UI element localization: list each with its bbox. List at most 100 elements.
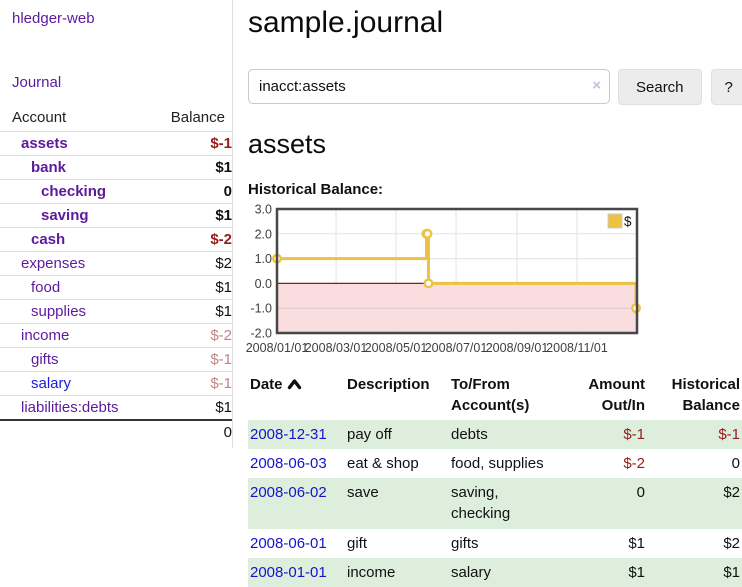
account-row: saving $1 bbox=[0, 203, 232, 228]
main-content: sample.journal × Search ? assets Histori… bbox=[233, 0, 742, 587]
account-link-supplies[interactable]: supplies bbox=[31, 303, 87, 320]
register-header-description: Description bbox=[347, 376, 430, 393]
accounts-header-balance: Balance bbox=[170, 109, 225, 126]
transaction-description: pay off bbox=[347, 425, 392, 443]
accounts-total-row: 0 bbox=[0, 419, 232, 444]
transaction-accounts: debts bbox=[451, 425, 488, 443]
brand-link[interactable]: hledger-web bbox=[12, 10, 95, 27]
account-row: checking 0 bbox=[0, 179, 232, 204]
account-balance: 0 bbox=[143, 179, 232, 204]
transaction-accounts: food, supplies bbox=[451, 454, 544, 472]
account-balance: $-2 bbox=[143, 227, 232, 252]
transaction-description: save bbox=[347, 484, 379, 502]
account-link-saving[interactable]: saving bbox=[41, 207, 89, 224]
account-row: food $1 bbox=[0, 275, 232, 300]
account-balance: $-2 bbox=[143, 323, 232, 348]
chart-heading: Historical Balance: bbox=[248, 181, 384, 198]
register-header-date[interactable]: Date bbox=[248, 372, 345, 420]
svg-text:2008/01/01: 2008/01/01 bbox=[246, 341, 309, 355]
svg-text:$: $ bbox=[624, 214, 632, 229]
svg-text:-1.0: -1.0 bbox=[250, 302, 272, 316]
page-title: sample.journal bbox=[248, 6, 444, 39]
register-row: 2008-06-02 save saving, checking 0 $2 bbox=[248, 478, 742, 529]
search-help-button[interactable]: ? bbox=[710, 69, 742, 105]
transaction-accounts: gifts bbox=[451, 534, 479, 552]
transaction-balance: $2 bbox=[723, 534, 740, 552]
sort-ascending-icon bbox=[287, 379, 301, 390]
accounts-header-account: Account bbox=[12, 109, 67, 126]
svg-text:1.0: 1.0 bbox=[255, 252, 272, 266]
account-link-bank[interactable]: bank bbox=[31, 159, 67, 176]
account-balance: $2 bbox=[143, 251, 232, 276]
account-link-gifts[interactable]: gifts bbox=[31, 351, 59, 368]
svg-text:0.0: 0.0 bbox=[255, 277, 272, 291]
account-balance: $-1 bbox=[143, 131, 232, 156]
account-link-income[interactable]: income bbox=[21, 327, 70, 344]
transaction-balance: $1 bbox=[723, 564, 740, 582]
register-row: 2008-12-31 pay off debts $-1 $-1 bbox=[248, 419, 742, 449]
svg-text:-2.0: -2.0 bbox=[250, 327, 272, 341]
transaction-description: eat & shop bbox=[347, 454, 419, 472]
account-row: gifts $-1 bbox=[0, 347, 232, 372]
account-link-expenses[interactable]: expenses bbox=[21, 255, 86, 272]
svg-text:2008/11/01: 2008/11/01 bbox=[546, 341, 608, 355]
transaction-date-link[interactable]: 2008-12-31 bbox=[250, 425, 327, 443]
transaction-date-link[interactable]: 2008-01-01 bbox=[250, 564, 327, 582]
accounts-total-value: 0 bbox=[143, 419, 232, 444]
account-balance: $-1 bbox=[143, 371, 232, 396]
transaction-description: income bbox=[347, 564, 396, 582]
account-link-food[interactable]: food bbox=[31, 279, 61, 296]
transaction-accounts: saving, checking bbox=[451, 484, 511, 523]
svg-text:2008/07/01: 2008/07/01 bbox=[425, 341, 488, 355]
account-balance: $1 bbox=[143, 395, 232, 420]
account-link-cash[interactable]: cash bbox=[31, 231, 66, 248]
svg-text:2008/03/01: 2008/03/01 bbox=[305, 341, 368, 355]
register-table: Date Description To/From Account(s) Amou… bbox=[248, 372, 742, 587]
svg-text:3.0: 3.0 bbox=[255, 203, 272, 217]
transaction-accounts: salary bbox=[451, 564, 492, 582]
account-row: expenses $2 bbox=[0, 251, 232, 276]
transaction-amount: $-1 bbox=[623, 425, 645, 443]
account-link-salary[interactable]: salary bbox=[31, 375, 72, 392]
account-row: salary $-1 bbox=[0, 371, 232, 396]
account-balance: $-1 bbox=[143, 347, 232, 372]
search-button[interactable]: Search bbox=[618, 69, 702, 105]
account-link-checking[interactable]: checking bbox=[41, 183, 107, 200]
balance-chart[interactable]: $3.0 2.0 1.0 0.0 -1.0 -2.0 2008/01/01 2008/03/0… bbox=[245, 203, 742, 358]
register-header-accounts: To/From Account(s) bbox=[451, 376, 530, 415]
transaction-amount: 0 bbox=[636, 484, 645, 502]
transaction-amount: $1 bbox=[628, 534, 645, 552]
sidebar-item-journal[interactable]: Journal bbox=[12, 74, 62, 91]
register-row: 2008-01-01 income salary $1 $1 bbox=[248, 558, 742, 587]
account-row: assets $-1 bbox=[0, 131, 232, 156]
account-row: liabilities:debts $1 bbox=[0, 395, 232, 420]
transaction-description: gift bbox=[347, 534, 368, 552]
clear-search-icon[interactable]: × bbox=[592, 77, 601, 94]
account-balance: $1 bbox=[143, 275, 232, 300]
account-row: cash $-2 bbox=[0, 227, 232, 252]
register-row: 2008-06-01 gift gifts $1 $2 bbox=[248, 529, 742, 558]
account-link-assets[interactable]: assets bbox=[21, 135, 68, 152]
transaction-balance: $2 bbox=[723, 484, 740, 502]
register-row: 2008-06-03 eat & shop food, supplies $-2 0 bbox=[248, 449, 742, 478]
account-row: income $-2 bbox=[0, 323, 232, 348]
accounts-table: Account Balance assets $-1 bank $1 checking 0… bbox=[0, 106, 232, 444]
sidebar: hledger-web Journal Account Balance asse… bbox=[0, 0, 233, 448]
transaction-date-link[interactable]: 2008-06-02 bbox=[250, 484, 327, 502]
svg-text:2008/05/01: 2008/05/01 bbox=[365, 341, 428, 355]
transaction-date-link[interactable]: 2008-06-03 bbox=[250, 454, 327, 472]
account-heading: assets bbox=[248, 129, 327, 159]
transaction-amount: $1 bbox=[628, 564, 645, 582]
svg-text:2.0: 2.0 bbox=[255, 227, 272, 241]
svg-text:2008/09/01: 2008/09/01 bbox=[486, 341, 549, 355]
account-balance: $1 bbox=[143, 299, 232, 324]
account-row: supplies $1 bbox=[0, 299, 232, 324]
register-header-amount: Amount Out/In bbox=[588, 376, 645, 415]
search-input-wrap: × bbox=[248, 69, 610, 105]
account-balance: $1 bbox=[143, 155, 232, 180]
transaction-balance: 0 bbox=[731, 454, 740, 472]
account-link-liabilities-debts[interactable]: liabilities:debts bbox=[21, 399, 119, 416]
transaction-date-link[interactable]: 2008-06-01 bbox=[250, 534, 327, 552]
search-input[interactable] bbox=[248, 69, 610, 104]
